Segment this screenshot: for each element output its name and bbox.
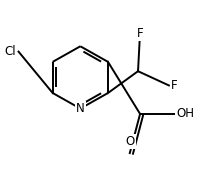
Text: Cl: Cl: [5, 45, 16, 58]
Text: OH: OH: [176, 107, 194, 121]
Text: F: F: [137, 27, 143, 40]
Text: N: N: [76, 102, 85, 115]
Text: O: O: [125, 135, 134, 148]
Text: F: F: [171, 79, 178, 92]
